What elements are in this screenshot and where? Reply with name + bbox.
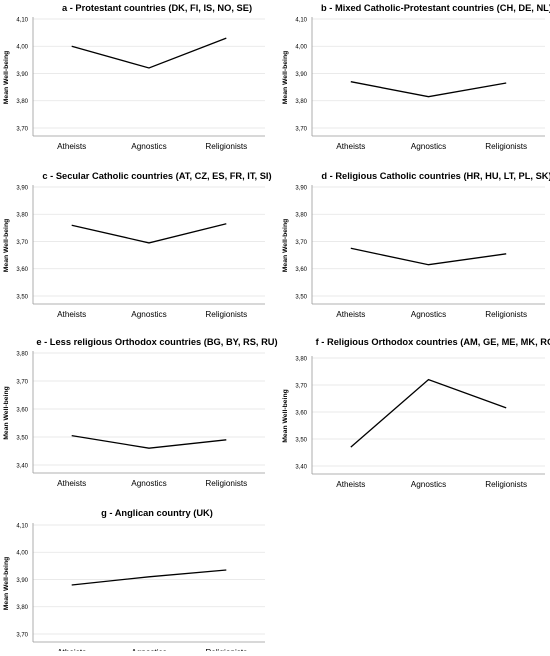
x-tick-label: Atheists: [57, 310, 86, 319]
x-tick-label: Religionists: [205, 310, 247, 319]
chart-title: a - Protestant countries (DK, FI, IS, NO…: [62, 3, 252, 13]
y-tick-label: 4,00: [295, 45, 307, 51]
y-axis-label: Mean Well-being: [3, 219, 10, 273]
x-tick-label: Agnostics: [131, 310, 167, 319]
y-tick-label: 3,90: [295, 185, 307, 191]
y-axis-label: Mean Well-being: [282, 219, 289, 273]
y-tick-label: 3,80: [16, 99, 28, 105]
x-tick-label: Atheists: [336, 310, 365, 319]
y-tick-label: 3,50: [16, 294, 28, 300]
y-tick-label: 3,90: [16, 72, 28, 78]
y-tick-label: 3,40: [16, 463, 28, 469]
x-tick-label: Atheists: [57, 479, 86, 488]
y-axis-label: Mean Well-being: [3, 51, 10, 105]
x-tick-label: Agnostics: [411, 142, 447, 151]
y-tick-label: 4,00: [16, 45, 28, 51]
y-tick-label: 3,70: [295, 383, 307, 389]
y-tick-label: 3,70: [295, 126, 307, 132]
y-tick-label: 3,70: [16, 632, 28, 638]
y-tick-label: 3,80: [16, 213, 28, 219]
x-tick-label: Religionists: [205, 479, 247, 488]
y-tick-label: 3,70: [16, 379, 28, 385]
x-tick-label: Agnostics: [411, 310, 447, 319]
y-axis-label: Mean Well-being: [282, 389, 289, 443]
y-tick-label: 3,90: [295, 72, 307, 78]
y-tick-label: 3,50: [16, 435, 28, 441]
series-line: [71, 569, 227, 586]
x-tick-label: Religionists: [205, 142, 247, 151]
y-tick-label: 3,50: [295, 437, 307, 443]
x-tick-label: Agnostics: [411, 480, 447, 489]
chart-title: d - Religious Catholic countries (HR, HU…: [321, 171, 550, 181]
chart-panel: d - Religious Catholic countries (HR, HU…: [282, 171, 550, 319]
y-tick-label: 3,80: [295, 213, 307, 219]
y-axis-label: Mean Well-being: [282, 51, 289, 105]
y-tick-label: 3,80: [16, 605, 28, 611]
chart-title: e - Less religious Orthodox countries (B…: [36, 337, 277, 347]
chart-title: b - Mixed Catholic-Protestant countries …: [321, 3, 550, 13]
x-tick-label: Agnostics: [131, 479, 167, 488]
x-tick-label: Agnostics: [131, 142, 167, 151]
y-tick-label: 4,10: [16, 523, 28, 529]
chart-panel: b - Mixed Catholic-Protestant countries …: [282, 3, 550, 151]
chart-panel: c - Secular Catholic countries (AT, CZ, …: [3, 171, 272, 319]
series-line: [71, 434, 227, 449]
series-line: [71, 223, 227, 244]
y-tick-label: 3,80: [295, 99, 307, 105]
y-tick-label: 4,10: [295, 17, 307, 23]
y-tick-label: 3,60: [295, 267, 307, 273]
chart-title: c - Secular Catholic countries (AT, CZ, …: [42, 171, 271, 181]
series-line: [350, 247, 507, 266]
y-tick-label: 3,60: [16, 267, 28, 273]
x-tick-label: Religionists: [485, 480, 527, 489]
y-tick-label: 4,00: [16, 551, 28, 557]
y-tick-label: 3,60: [295, 410, 307, 416]
y-axis-label: Mean Well-being: [3, 386, 10, 440]
y-tick-label: 3,70: [16, 240, 28, 246]
y-tick-label: 3,70: [295, 240, 307, 246]
series-line: [71, 37, 227, 69]
y-tick-label: 3,80: [16, 351, 28, 357]
series-line: [350, 378, 507, 448]
x-tick-label: Religionists: [485, 310, 527, 319]
y-tick-label: 3,70: [16, 126, 28, 132]
y-tick-label: 3,60: [16, 407, 28, 413]
x-tick-label: Atheists: [336, 142, 365, 151]
y-axis-label: Mean Well-being: [3, 557, 10, 611]
y-tick-label: 3,50: [295, 294, 307, 300]
chart-title: g - Anglican country (UK): [101, 508, 213, 518]
y-tick-label: 3,80: [295, 356, 307, 362]
x-tick-label: Religionists: [485, 142, 527, 151]
x-tick-label: Atheists: [336, 480, 365, 489]
x-tick-label: Atheists: [57, 142, 86, 151]
series-line: [350, 81, 507, 98]
y-tick-label: 3,90: [16, 185, 28, 191]
chart-panel: f - Religious Orthodox countries (AM, GE…: [282, 337, 550, 489]
chart-title: f - Religious Orthodox countries (AM, GE…: [316, 337, 550, 347]
y-tick-label: 3,90: [16, 578, 28, 584]
chart-panel: a - Protestant countries (DK, FI, IS, NO…: [3, 3, 265, 151]
chart-panel: e - Less religious Orthodox countries (B…: [3, 337, 278, 488]
y-tick-label: 4,10: [16, 17, 28, 23]
chart-panel: g - Anglican country (UK) 3,70 3,80 3,90 4,0…: [3, 508, 265, 656]
y-tick-label: 3,40: [295, 464, 307, 470]
